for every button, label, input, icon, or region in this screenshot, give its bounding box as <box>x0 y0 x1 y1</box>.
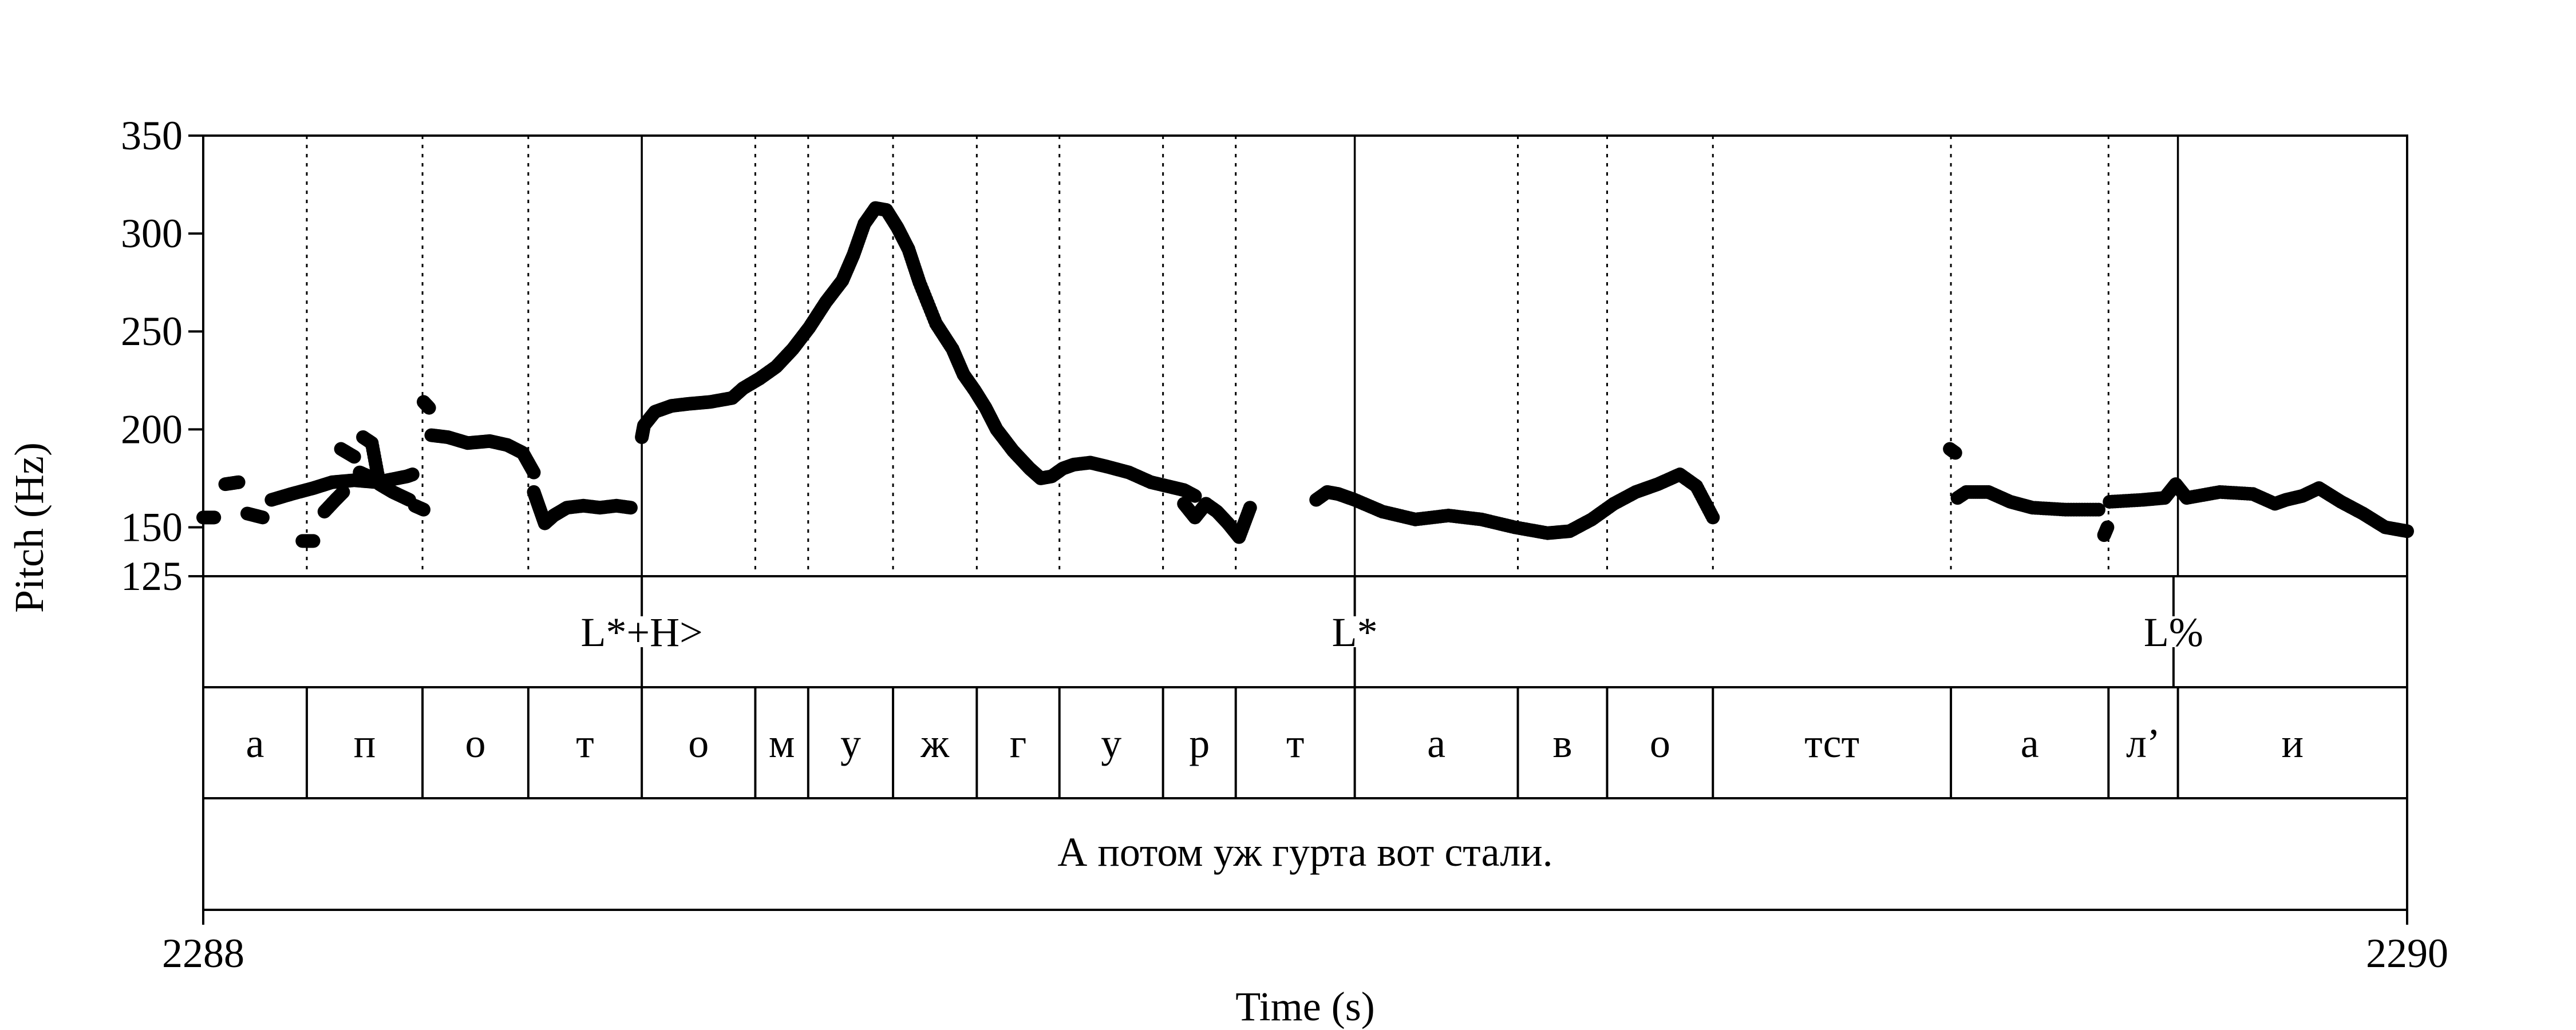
segment-label: у <box>840 720 861 766</box>
x-tick-label: 2288 <box>162 930 244 976</box>
sentence-label: А потом уж гурта вот стали. <box>1057 829 1552 875</box>
pitch-point <box>623 501 638 515</box>
plot-frame <box>202 134 2408 911</box>
y-tick-label: 300 <box>121 211 183 256</box>
y-tick-label: 250 <box>121 308 183 354</box>
segment-label: г <box>1010 720 1027 766</box>
segment-label: о <box>1650 720 1670 766</box>
pitch-contour <box>196 201 2414 548</box>
pitch-panel-boundaries <box>306 136 2179 576</box>
y-tick-label: 150 <box>121 504 183 550</box>
pitch-point <box>255 510 270 525</box>
tones-tier: L*+H> L* L% <box>581 576 2203 687</box>
y-tick-label: 200 <box>121 406 183 452</box>
y-tick-label: 350 <box>121 113 183 159</box>
pitch-point <box>417 502 430 517</box>
pitch-point <box>2400 524 2414 538</box>
segments-tier: а п о т о м у ж г у р т а в о тст а л’ и <box>246 687 2304 798</box>
pitch-point <box>1243 501 1257 515</box>
pitch-point <box>306 534 321 548</box>
pitch-point <box>405 468 420 482</box>
segment-label: л’ <box>2126 720 2160 766</box>
pitch-point <box>2092 502 2105 517</box>
segment-label: а <box>2021 720 2039 766</box>
segment-label: т <box>1286 720 1304 766</box>
segment-label: в <box>1552 720 1572 766</box>
pitch-point <box>231 475 246 489</box>
segment-label: т <box>576 720 594 766</box>
segment-label: м <box>769 720 795 766</box>
segment-label: ж <box>920 720 950 766</box>
segment-label: п <box>354 720 376 766</box>
segment-label: а <box>246 720 264 766</box>
x-axis: 2288 2290 <box>162 910 2448 976</box>
pitch-point <box>1706 510 1720 525</box>
segment-label: о <box>688 720 709 766</box>
pitch-point <box>422 401 436 415</box>
pitch-point <box>1188 489 1202 503</box>
tone-label: L% <box>2144 609 2203 655</box>
segment-label: а <box>1427 720 1445 766</box>
x-axis-label: Time (s) <box>1235 984 1374 1029</box>
x-tick-label: 2290 <box>2366 930 2448 976</box>
segment-label: тст <box>1804 720 1859 766</box>
tone-label: L*+H> <box>581 609 703 655</box>
segment-label: у <box>1101 720 1121 766</box>
segment-label: о <box>465 720 485 766</box>
pitch-point <box>347 450 361 464</box>
tone-label: L* <box>1332 609 1378 655</box>
pitch-point <box>527 465 541 480</box>
plot-border <box>202 134 2408 911</box>
segment-label: р <box>1189 720 1210 766</box>
pitch-point <box>207 510 222 525</box>
pitch-point <box>336 485 350 499</box>
segment-label: и <box>2282 720 2304 766</box>
pitch-point <box>1948 446 1962 460</box>
y-axis-label: Pitch (Hz) <box>6 442 52 613</box>
pitch-point <box>2100 520 2115 534</box>
y-tick-label: 125 <box>121 553 183 599</box>
